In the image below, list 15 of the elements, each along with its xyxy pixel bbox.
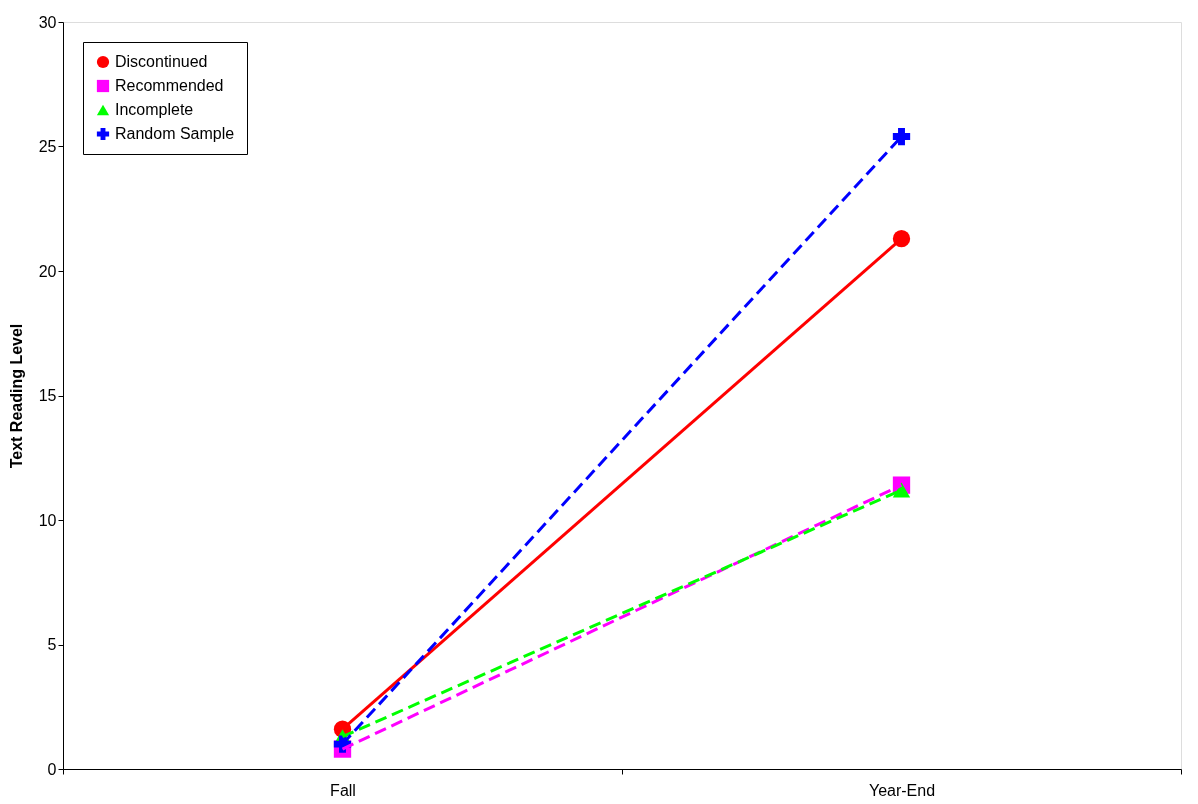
y-tick-label: 10 [38,511,57,529]
legend-label: Recommended [115,77,224,94]
y-tick-label: 25 [38,138,57,155]
point [892,127,911,146]
legend-label: Discontinued [115,53,208,70]
y-axis-title: Text Reading Level [7,323,25,469]
x-tick-label: Fall [330,781,356,799]
y-tick-label: 20 [38,262,57,280]
y-tick-label: 15 [38,387,57,404]
legend-label: Incomplete [115,101,194,118]
y-tick-label: 30 [38,13,57,31]
y-tick-label: 0 [47,760,57,778]
legend-label: Random Sample [115,125,235,142]
x-tick-label: Year-End [868,781,936,799]
y-tick-label: 5 [47,636,57,653]
